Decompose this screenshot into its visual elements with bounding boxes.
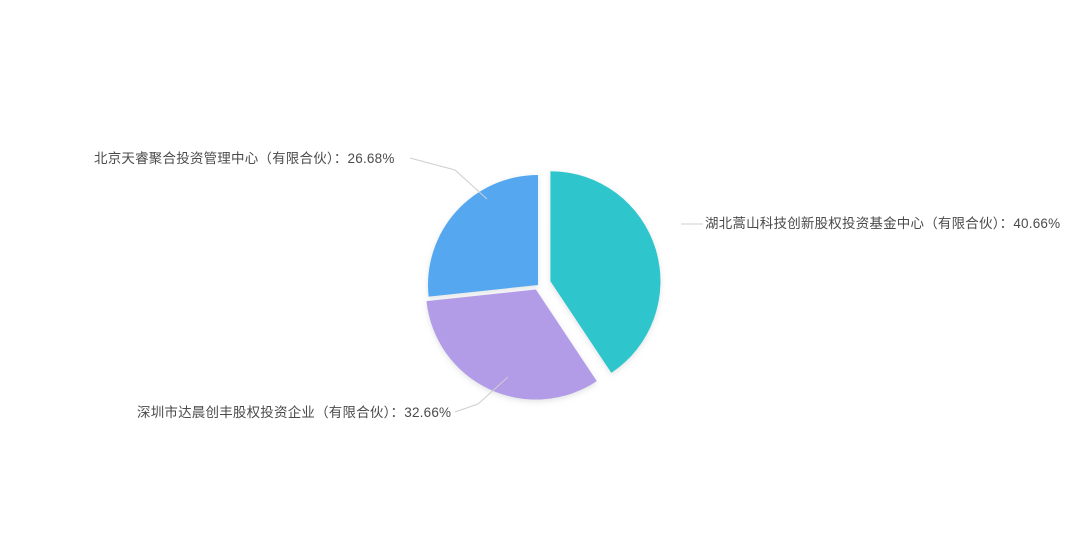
pie-slice-dachen[interactable] xyxy=(426,289,597,400)
pie-label-tianrui: 北京天睿聚合投资管理中心（有限合伙）：26.68% xyxy=(94,151,395,166)
leader-line-tianrui xyxy=(409,157,488,200)
pie-label-haoshan: 湖北蒿山科技创新股权投资基金中心（有限合伙）：40.66% xyxy=(705,216,1061,231)
pie-label-dachen: 深圳市达晨创丰股权投资企业（有限合伙）：32.66% xyxy=(137,405,452,420)
pie-slice-haoshan[interactable] xyxy=(550,171,661,373)
pie-slice-tianrui[interactable] xyxy=(427,174,538,297)
leader-line-dachen xyxy=(454,376,509,413)
